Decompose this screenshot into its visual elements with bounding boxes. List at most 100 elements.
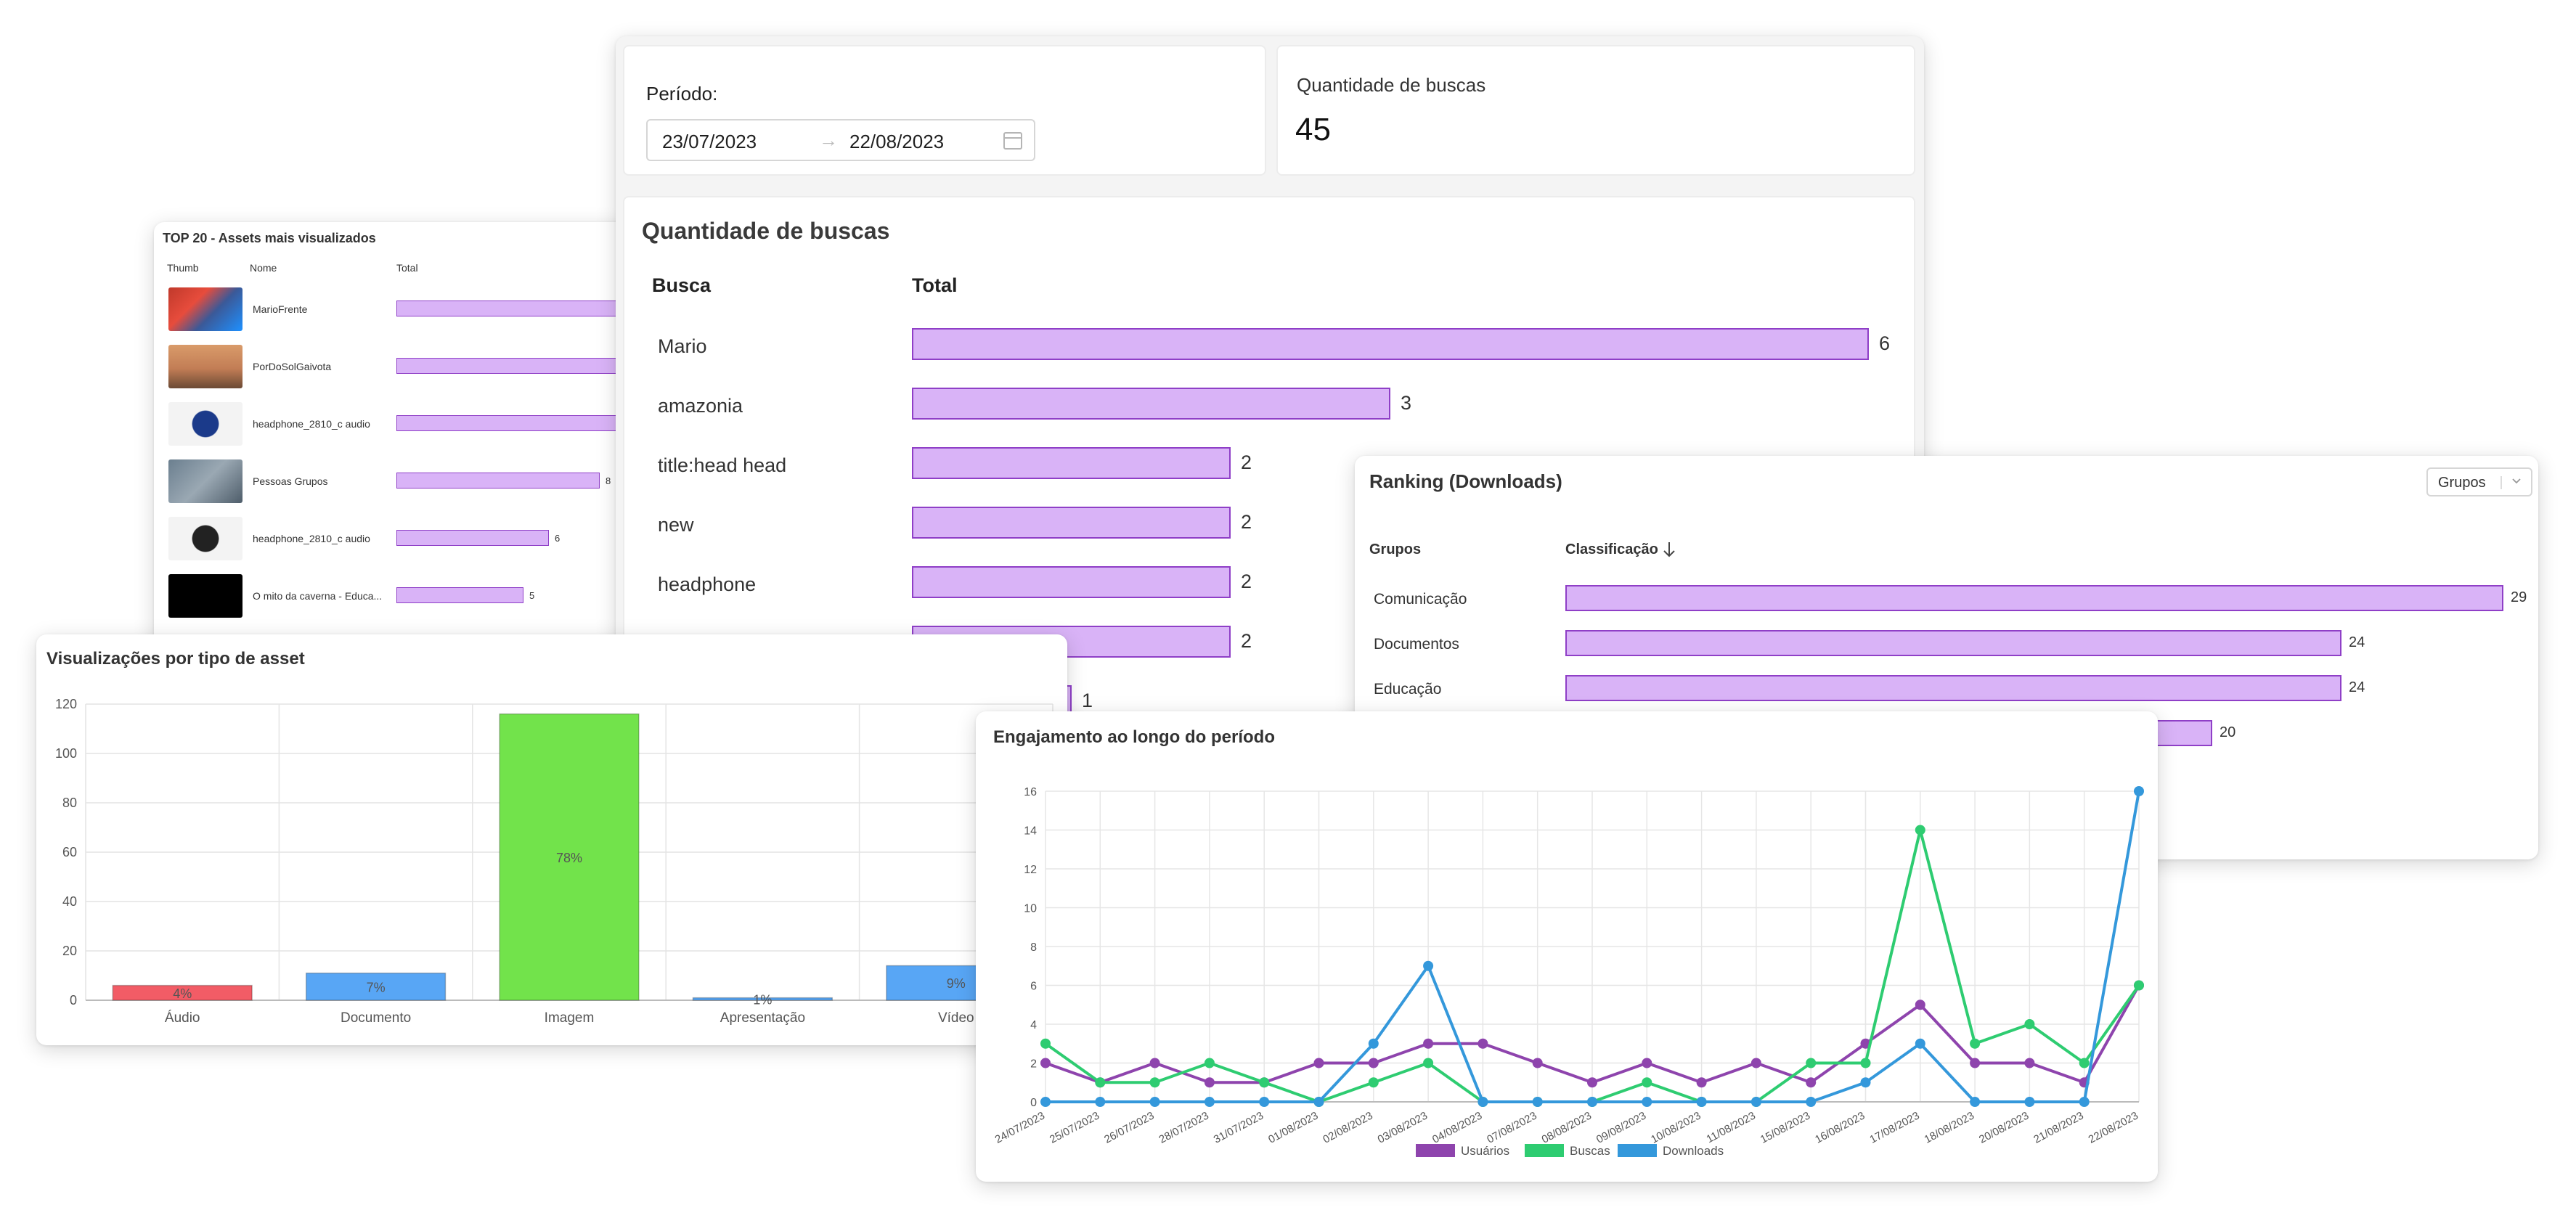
search-total-value: 1	[1082, 690, 1093, 711]
search-row[interactable]: new 2	[624, 495, 1917, 555]
data-point[interactable]	[1313, 1058, 1324, 1068]
chevron-down-icon[interactable]	[2509, 473, 2524, 488]
asset-total-bar	[396, 587, 523, 603]
data-point[interactable]	[1696, 1097, 1707, 1107]
data-point[interactable]	[1313, 1097, 1324, 1107]
bar-imagem[interactable]	[499, 713, 640, 1001]
data-point[interactable]	[2024, 1019, 2035, 1029]
data-point[interactable]	[1915, 825, 1925, 835]
data-point[interactable]	[1532, 1097, 1543, 1107]
data-point[interactable]	[1368, 1038, 1379, 1049]
data-point[interactable]	[1860, 1077, 1871, 1088]
data-point[interactable]	[1587, 1097, 1597, 1107]
legend-label: Downloads	[1663, 1144, 1724, 1158]
data-point[interactable]	[1204, 1058, 1215, 1068]
date-range-picker[interactable]: 23/07/2023 → 22/08/2023	[646, 119, 1035, 161]
group-select[interactable]: Grupos	[2426, 467, 2532, 496]
data-point[interactable]	[1970, 1097, 1981, 1107]
asset-row[interactable]: O mito da caverna - Educa... 5	[154, 568, 662, 624]
ranking-row[interactable]: Comunicação 29	[1355, 576, 2538, 621]
search-row[interactable]: headphone 2	[624, 555, 1917, 614]
search-row[interactable]: title:head head 2	[624, 436, 1917, 495]
x-tick-label: 10/08/2023	[1649, 1110, 1703, 1146]
asset-total-value: 6	[555, 533, 561, 544]
data-point[interactable]	[1806, 1097, 1817, 1107]
start-date-input[interactable]: 23/07/2023	[662, 131, 757, 152]
data-point[interactable]	[2134, 786, 2144, 796]
bar-áudio[interactable]	[112, 984, 253, 1001]
data-point[interactable]	[1368, 1058, 1379, 1068]
group-select-value: Grupos	[2438, 475, 2486, 491]
data-point[interactable]	[1642, 1058, 1652, 1068]
data-point[interactable]	[1477, 1038, 1488, 1049]
legend-item-downloads[interactable]: Downloads	[1618, 1144, 1724, 1158]
data-point[interactable]	[2079, 1097, 2090, 1107]
data-point[interactable]	[2079, 1058, 2090, 1068]
data-point[interactable]	[1368, 1077, 1379, 1088]
data-point[interactable]	[1259, 1077, 1270, 1088]
data-point[interactable]	[1532, 1058, 1543, 1068]
x-tick-label: 15/08/2023	[1758, 1110, 1812, 1146]
sunset-thumbnail	[168, 345, 242, 388]
data-point[interactable]	[1423, 1058, 1434, 1068]
ranking-row[interactable]: Documentos 24	[1355, 621, 2538, 666]
data-point[interactable]	[1806, 1058, 1817, 1068]
data-point[interactable]	[1477, 1097, 1488, 1107]
data-point[interactable]	[2024, 1097, 2035, 1107]
data-point[interactable]	[1806, 1077, 1817, 1088]
calendar-icon[interactable]	[1003, 132, 1022, 150]
ranking-row[interactable]: Educação 24	[1355, 666, 2538, 711]
end-date-input[interactable]: 22/08/2023	[849, 131, 945, 152]
data-point[interactable]	[2134, 980, 2144, 991]
data-point[interactable]	[1587, 1077, 1597, 1088]
data-point[interactable]	[1149, 1077, 1160, 1088]
data-point[interactable]	[1040, 1058, 1051, 1068]
data-point[interactable]	[1423, 960, 1434, 971]
data-point[interactable]	[1095, 1077, 1106, 1088]
y-tick-label: 20	[62, 944, 77, 958]
data-point[interactable]	[1860, 1058, 1871, 1068]
bar-apresentação[interactable]	[692, 997, 833, 1001]
x-tick-label: 04/08/2023	[1430, 1110, 1484, 1146]
sort-arrow-down-icon[interactable]	[1661, 540, 1677, 559]
data-point[interactable]	[1642, 1097, 1652, 1107]
data-point[interactable]	[1095, 1097, 1106, 1107]
asset-row[interactable]: MarioFrente	[154, 282, 662, 337]
data-point[interactable]	[1423, 1038, 1434, 1049]
asset-name: headphone_2810_c audio	[253, 418, 370, 430]
x-tick-label: 09/08/2023	[1594, 1110, 1648, 1146]
data-point[interactable]	[1750, 1058, 1761, 1068]
data-point[interactable]	[1970, 1058, 1981, 1068]
data-point[interactable]	[1750, 1097, 1761, 1107]
asset-row[interactable]: headphone_2810_c audio 6	[154, 511, 662, 566]
data-point[interactable]	[1040, 1097, 1051, 1107]
asset-row[interactable]: Pessoas Grupos 8	[154, 454, 662, 509]
search-query: headphone	[658, 573, 757, 595]
data-point[interactable]	[1149, 1097, 1160, 1107]
data-point[interactable]	[1204, 1097, 1215, 1107]
search-row[interactable]: Mario 6	[624, 316, 1917, 376]
bar-documento[interactable]	[305, 972, 447, 1001]
ranking-group: Comunicação	[1374, 591, 1467, 608]
asset-total-bar	[396, 530, 549, 546]
data-point[interactable]	[1970, 1038, 1981, 1049]
col-classification[interactable]: Classificação	[1565, 541, 1675, 558]
data-point[interactable]	[1040, 1038, 1051, 1049]
engagement-line-chart: 0 2 4 6 8 10 12 14 16 24/07/2023 25/07/2023 26/07/2…	[993, 786, 2144, 1158]
asset-row[interactable]: headphone_2810_c audio	[154, 396, 662, 451]
data-point[interactable]	[1915, 1000, 1925, 1010]
data-point[interactable]	[2024, 1058, 2035, 1068]
data-point[interactable]	[1642, 1077, 1652, 1088]
search-row[interactable]: amazonia 3	[624, 376, 1917, 436]
search-dashboard-panel: Período: 23/07/2023 → 22/08/2023 Quantid…	[616, 36, 1924, 733]
data-point[interactable]	[1259, 1097, 1270, 1107]
data-point[interactable]	[1696, 1077, 1707, 1088]
data-point[interactable]	[1204, 1077, 1215, 1088]
asset-row[interactable]: PorDoSolGaivota	[154, 339, 662, 394]
data-point[interactable]	[1915, 1038, 1925, 1049]
legend-item-buscas[interactable]: Buscas	[1525, 1144, 1610, 1158]
data-point[interactable]	[1149, 1058, 1160, 1068]
asset-total-bar	[396, 415, 662, 431]
bar-data-label: 9%	[947, 976, 966, 991]
legend-item-usuários[interactable]: Usuários	[1416, 1144, 1509, 1158]
